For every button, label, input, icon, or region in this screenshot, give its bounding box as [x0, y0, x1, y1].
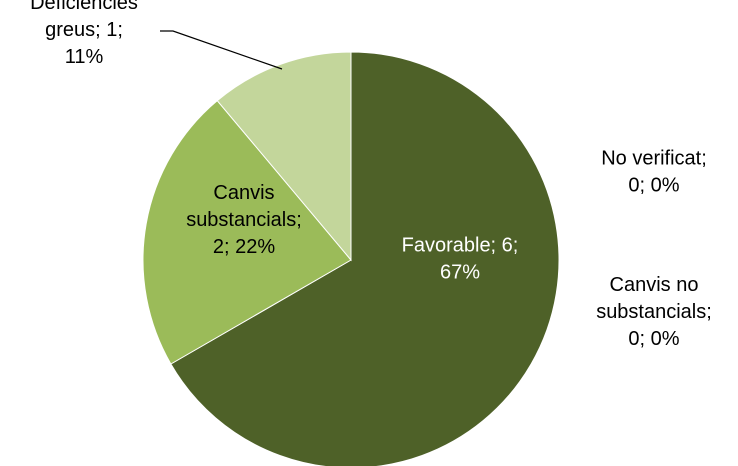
- data-label-line: No verificat;: [601, 148, 707, 170]
- data-label-line: 11%: [65, 46, 104, 68]
- data-label-line: Canvis: [213, 182, 274, 204]
- data-label-line: substancials;: [596, 301, 712, 323]
- pie-slices: [142, 51, 560, 466]
- data-label-line: 0; 0%: [628, 175, 679, 197]
- leader-lines: [160, 30, 283, 70]
- data-label-line: Deficiències: [30, 0, 138, 14]
- data-label-no-verificat: No verificat; 0; 0%: [601, 148, 707, 197]
- leader-line-deficiencies-greus: [160, 30, 283, 70]
- data-label-line: 2; 22%: [213, 236, 275, 258]
- data-label-line: substancials;: [186, 209, 302, 231]
- data-label-deficiencies-greus: Deficiències greus; 1; 11%: [30, 0, 138, 68]
- pie-slice-canvis-substancials: [142, 99, 352, 365]
- data-label-line: Favorable; 6;: [402, 235, 519, 257]
- data-label-line: 0; 0%: [628, 328, 679, 350]
- data-label-line: Canvis no: [610, 274, 699, 296]
- data-label-canvis-substancials: Canvis substancials; 2; 22%: [186, 182, 302, 258]
- data-label-line: 67%: [440, 262, 480, 284]
- pie-slice-deficiencies-greus: [216, 51, 352, 262]
- data-label-canvis-no-substancials: Canvis no substancials; 0; 0%: [596, 274, 712, 350]
- pie-slice-favorable: [170, 51, 560, 466]
- data-label-line: greus; 1;: [45, 19, 123, 41]
- data-label-favorable: Favorable; 6; 67%: [402, 235, 519, 284]
- data-labels: Favorable; 6; 67% Canvis substancials; 2; 22…: [30, 0, 712, 350]
